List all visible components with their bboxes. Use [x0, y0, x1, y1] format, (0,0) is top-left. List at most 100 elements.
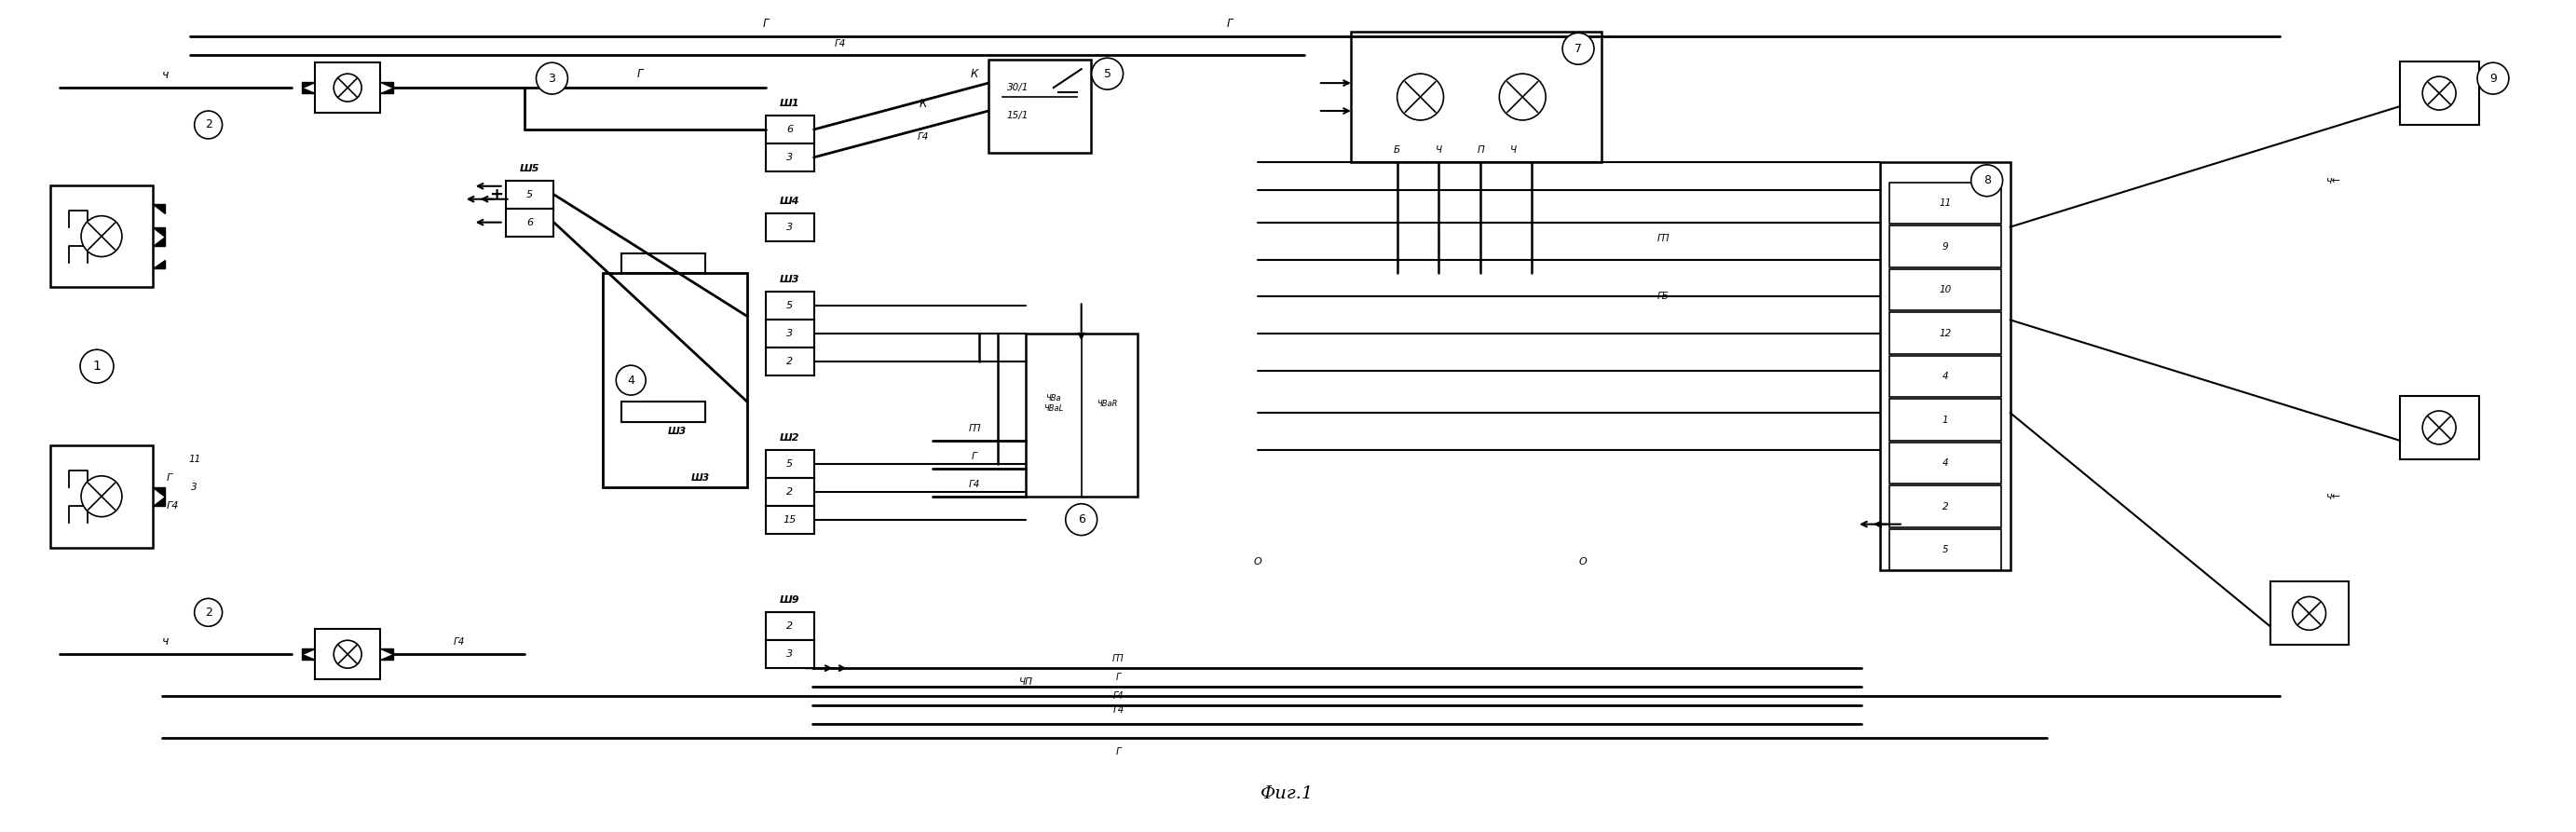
Bar [1888, 313, 2002, 354]
Text: 3: 3 [786, 222, 793, 231]
Bar [1888, 486, 2002, 527]
Text: 3: 3 [191, 483, 198, 492]
Bar [1888, 356, 2002, 397]
Text: 6: 6 [526, 218, 533, 227]
Text: 6: 6 [1077, 513, 1084, 526]
Text: ЧВа
ЧВаL: ЧВа ЧВаL [1043, 394, 1064, 413]
Text: Г: Г [762, 18, 768, 30]
Polygon shape [381, 649, 394, 654]
Bar [2269, 582, 2349, 645]
Text: +: + [489, 186, 502, 203]
Text: Ч: Ч [1435, 146, 1443, 155]
Text: Г: Г [1226, 18, 1234, 30]
Bar [765, 506, 814, 533]
Circle shape [2421, 77, 2455, 110]
Circle shape [1066, 503, 1097, 535]
Circle shape [335, 641, 361, 668]
Text: 2: 2 [1942, 502, 1947, 511]
Text: К: К [920, 98, 927, 110]
Text: Г4: Г4 [453, 637, 464, 646]
Bar [1888, 443, 2002, 484]
Text: Ш1: Ш1 [781, 99, 799, 108]
Text: Г4: Г4 [1113, 706, 1123, 715]
Circle shape [193, 111, 222, 139]
Text: 5: 5 [1103, 67, 1110, 80]
Text: ч: ч [162, 69, 170, 82]
Text: 7: 7 [1574, 42, 1582, 55]
Text: 3: 3 [786, 650, 793, 659]
Text: ГП: ГП [1113, 654, 1126, 664]
Text: 3: 3 [786, 153, 793, 162]
Text: 8: 8 [1984, 175, 1991, 186]
Circle shape [80, 215, 121, 257]
Circle shape [2293, 597, 2326, 630]
Text: 9: 9 [1942, 242, 1947, 251]
Bar [765, 116, 814, 143]
Bar [1888, 269, 2002, 310]
Text: Г: Г [167, 473, 173, 483]
Text: ч: ч [162, 636, 170, 648]
Text: ч←: ч← [2326, 492, 2342, 501]
Text: ГП: ГП [969, 423, 981, 433]
Text: О: О [1255, 557, 1262, 566]
Text: 1: 1 [1942, 415, 1947, 424]
Text: Г4: Г4 [167, 501, 178, 510]
Circle shape [1564, 33, 1595, 64]
Text: 5: 5 [1942, 545, 1947, 555]
Circle shape [193, 598, 222, 626]
Bar [765, 292, 814, 319]
Bar [1880, 162, 2009, 571]
Bar [765, 450, 814, 478]
Text: Г4: Г4 [969, 479, 981, 489]
Polygon shape [152, 497, 165, 506]
Bar [52, 186, 152, 287]
Polygon shape [381, 654, 394, 660]
Text: 5: 5 [526, 190, 533, 199]
Text: 2: 2 [786, 487, 793, 497]
Text: ГП: ГП [1656, 234, 1669, 243]
Circle shape [2421, 411, 2455, 444]
Text: 4: 4 [1942, 458, 1947, 468]
Bar [314, 629, 381, 679]
Bar [1888, 529, 2002, 571]
Text: 2: 2 [204, 119, 211, 131]
Bar [765, 213, 814, 241]
Text: 30/1: 30/1 [1007, 83, 1028, 92]
Circle shape [616, 365, 647, 395]
Text: 5: 5 [786, 301, 793, 310]
Bar [621, 253, 706, 274]
Text: 3: 3 [786, 329, 793, 339]
Polygon shape [301, 87, 314, 93]
Text: Ш3: Ш3 [690, 473, 711, 483]
Text: Ш2: Ш2 [781, 433, 799, 443]
Text: 10: 10 [1940, 285, 1950, 295]
Text: ч←: ч← [2326, 176, 2342, 186]
Text: 3: 3 [549, 72, 556, 84]
Bar [621, 402, 706, 422]
Text: 2: 2 [786, 622, 793, 631]
Polygon shape [152, 487, 165, 497]
Bar [765, 319, 814, 348]
Polygon shape [152, 204, 165, 213]
Text: Г: Г [636, 68, 644, 80]
Bar [505, 208, 554, 236]
Text: 2: 2 [204, 607, 211, 618]
Text: 1: 1 [93, 359, 100, 373]
Bar [603, 274, 747, 487]
Text: 11: 11 [1940, 199, 1950, 208]
Text: Фиг.1: Фиг.1 [1260, 785, 1314, 802]
Circle shape [536, 62, 567, 94]
Bar [765, 348, 814, 375]
Text: Б: Б [1394, 146, 1401, 155]
Circle shape [1499, 74, 1546, 120]
Text: 6: 6 [786, 125, 793, 134]
Bar [1888, 225, 2002, 267]
Text: 12: 12 [1940, 329, 1950, 338]
Polygon shape [301, 82, 314, 87]
Text: 2: 2 [786, 357, 793, 366]
Text: Ш5: Ш5 [520, 164, 541, 173]
Polygon shape [301, 654, 314, 660]
Polygon shape [152, 227, 165, 236]
Text: Ч: Ч [1510, 146, 1517, 155]
Polygon shape [152, 236, 165, 245]
